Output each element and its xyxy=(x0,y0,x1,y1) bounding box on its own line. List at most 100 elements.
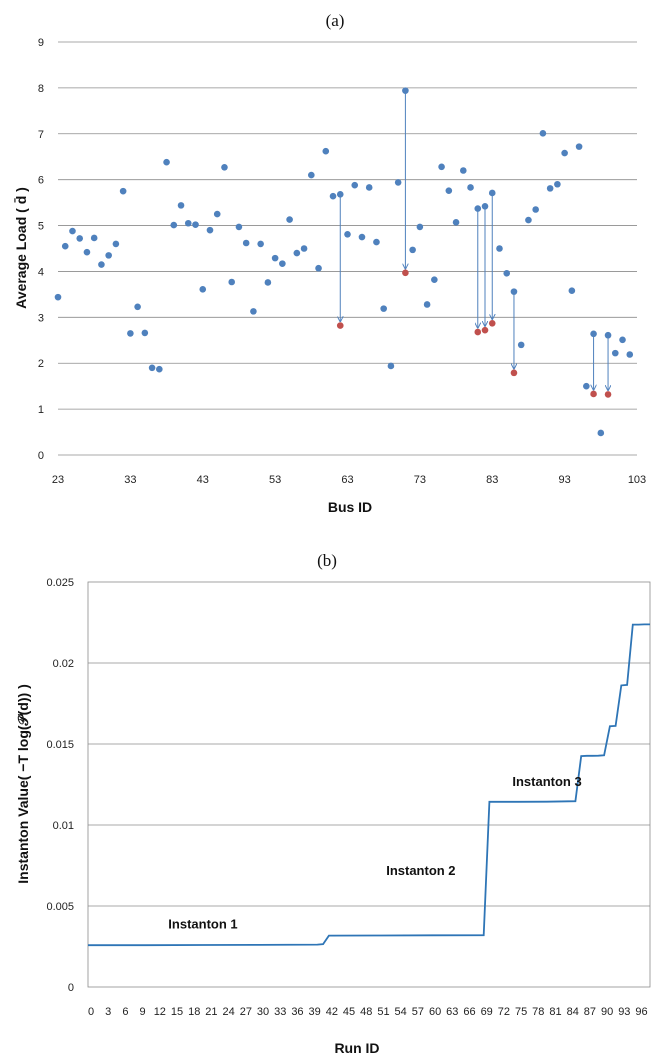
panel-a-load-point xyxy=(192,221,199,228)
panel-a-x-tick-label: 23 xyxy=(52,474,64,486)
panel-a-load-point xyxy=(619,336,626,344)
panel-b-y-tick-label: 0.01 xyxy=(53,820,74,832)
panel-a-load-point xyxy=(228,278,235,286)
panel-a-load-point xyxy=(221,163,228,171)
panel-b-x-axis-title: Run ID xyxy=(334,1040,379,1056)
panel-b-y-axis-title: Instanton Value( −T log(𝒫(d)) ) xyxy=(15,684,31,883)
panel-b-x-tick-label: 15 xyxy=(171,1006,183,1018)
panel-a-load-point xyxy=(184,219,192,227)
panel-a-load-point xyxy=(423,301,431,308)
panel-a-x-axis-title: Bus ID xyxy=(328,499,372,515)
panel-a-y-tick-label: 3 xyxy=(38,312,44,324)
panel-a-load-point xyxy=(199,286,207,293)
panel-a-instanton-point xyxy=(402,269,409,277)
panel-a-load-point xyxy=(336,191,344,198)
panel-a-x-tick-label: 93 xyxy=(559,474,571,486)
panel-a-x-tick-label: 53 xyxy=(269,474,281,486)
panel-a-load-point xyxy=(134,303,141,311)
panel-a-instanton-point xyxy=(336,322,344,329)
panel-b-instanton-label: Instanton 1 xyxy=(168,917,237,932)
panel-a-load-point xyxy=(293,249,301,257)
panel-a-load-point xyxy=(452,219,460,226)
panel-a-load-point xyxy=(308,171,315,179)
panel-b-x-tick-label: 66 xyxy=(463,1006,475,1018)
panel-b-x-tick-label: 27 xyxy=(240,1006,252,1018)
panel-b-x-tick-label: 21 xyxy=(205,1006,217,1018)
panel-a-load-point xyxy=(250,308,257,315)
panel-a-y-tick-label: 7 xyxy=(38,129,44,141)
panel-b-x-tick-label: 72 xyxy=(498,1006,510,1018)
panel-a-load-point xyxy=(322,147,330,155)
panel-b-y-tick-label: 0 xyxy=(68,982,74,994)
panel-b-x-tick-label: 84 xyxy=(567,1006,579,1018)
panel-b-instanton-label: Instanton 3 xyxy=(512,774,581,789)
panel-a-load-point xyxy=(315,264,322,272)
panel-a-load-point xyxy=(242,239,250,247)
panel-b-x-tick-label: 81 xyxy=(549,1006,561,1018)
panel-b-x-tick-label: 12 xyxy=(154,1006,166,1018)
panel-a-load-point xyxy=(525,216,532,224)
panel-a-gridlines xyxy=(58,41,637,456)
panel-b-x-tick-label: 90 xyxy=(601,1006,613,1018)
panel-b-x-tick-label: 33 xyxy=(274,1006,286,1018)
panel-b-x-tick-label: 87 xyxy=(584,1006,596,1018)
panel-a-load-point xyxy=(546,185,554,192)
panel-a-load-point xyxy=(257,240,264,248)
panel-a-load-point xyxy=(467,184,474,191)
panel-a-load-point xyxy=(394,179,402,186)
panel-a-load-point xyxy=(105,252,112,259)
panel-a-load-point xyxy=(380,305,387,312)
panel-a-load-point xyxy=(561,149,568,157)
panel-a-load-point xyxy=(170,221,178,229)
panel-b-x-tick-label: 24 xyxy=(223,1006,235,1018)
panel-b-x-tick-label: 30 xyxy=(257,1006,269,1018)
panel-a-load-point xyxy=(286,216,293,223)
panel-a-load-point xyxy=(597,429,605,437)
panel-a-x-ticks: 23 33 43 53 63 73 83 93 103 xyxy=(52,474,646,486)
panel-a-load-point xyxy=(517,341,525,349)
panel-b-y-tick-label: 0.025 xyxy=(46,577,74,589)
panel-a-load-point xyxy=(344,230,351,238)
panel-a-load-point xyxy=(626,351,634,358)
panel-a-load-point xyxy=(409,246,416,254)
panel-a-load-point xyxy=(351,181,359,189)
panel-b-x-tick-label: 42 xyxy=(326,1006,338,1018)
panel-a-load-point xyxy=(416,223,424,231)
panel-a-x-tick-label: 33 xyxy=(124,474,136,486)
panel-a-load-point xyxy=(98,261,105,268)
panel-a-y-tick-label: 0 xyxy=(38,450,44,462)
panel-a-load-point xyxy=(206,226,214,234)
panel-a-load-point xyxy=(568,287,576,295)
panel-a-load-point xyxy=(329,192,337,200)
panel-b-x-tick-label: 45 xyxy=(343,1006,355,1018)
panel-a-load-point xyxy=(358,233,366,241)
panel-a-load-point xyxy=(61,242,69,250)
panel-a-load-point xyxy=(503,269,511,277)
panel-a-y-axis-title: Average Load ( d̄ ) xyxy=(12,187,29,309)
panel-b-x-tick-label: 3 xyxy=(105,1006,111,1018)
panel-a-load-point xyxy=(264,279,272,286)
panel-a-x-tick-label: 63 xyxy=(341,474,353,486)
panel-a-load-point xyxy=(213,210,221,218)
panel-a-y-tick-label: 1 xyxy=(38,404,44,416)
panel-b-plot-frame xyxy=(87,581,651,988)
panel-a-load-point xyxy=(119,187,127,195)
panel-b-gridlines xyxy=(88,662,650,907)
panel-a-load-point xyxy=(148,364,156,372)
panel-b-y-tick-label: 0.02 xyxy=(53,658,74,670)
panel-b-x-tick-label: 39 xyxy=(309,1006,321,1018)
panel-a-load-point xyxy=(583,382,590,390)
panel-a-load-point xyxy=(271,254,279,262)
panel-b-x-tick-label: 60 xyxy=(429,1006,441,1018)
panel-a-instanton-point xyxy=(481,326,489,334)
panel-b-x-tick-label: 78 xyxy=(532,1006,544,1018)
panel-b-x-ticks: 0 3 6 9 12 15 18 21 24 27 30 33 36 39 42 45 48 51 54 57 60 63… xyxy=(88,1006,648,1018)
panel-a-load-point xyxy=(554,180,561,188)
panel-b-x-tick-label: 6 xyxy=(122,1006,128,1018)
panel-b-x-tick-label: 18 xyxy=(188,1006,200,1018)
panel-a-load-point xyxy=(575,143,583,150)
panel-a-load-point xyxy=(300,245,308,252)
panel-b-x-tick-label: 63 xyxy=(446,1006,458,1018)
panel-a-y-ticks: 0 1 2 3 4 5 6 7 8 9 xyxy=(38,37,44,462)
